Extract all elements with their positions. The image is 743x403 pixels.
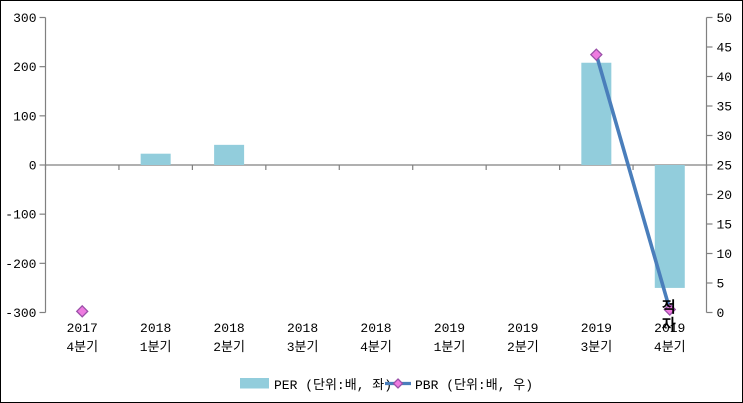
per-bar (140, 153, 171, 165)
right-axis-tick-label: 45 (717, 41, 733, 56)
category-label-year: 2017 (67, 321, 98, 336)
category-label-quarter: 2분기 (213, 340, 245, 355)
legend-pbr-label: PBR (단위:배, 우) (415, 378, 533, 393)
category-label-quarter: 2분기 (507, 340, 539, 355)
category-label-year: 2019 (434, 321, 465, 336)
category-label-year: 2018 (214, 321, 245, 336)
right-axis-tick-label: 30 (717, 129, 733, 144)
category-label-quarter: 4분기 (66, 340, 98, 355)
right-axis-tick-label: 35 (717, 100, 733, 115)
per-bar (214, 144, 245, 165)
pbr-marker (663, 303, 677, 316)
right-axis-tick-label: 0 (717, 306, 725, 321)
category-label-quarter: 4분기 (360, 340, 392, 355)
left-axis-tick-label: 300 (13, 11, 36, 26)
category-label-quarter: 4분기 (654, 340, 686, 355)
right-axis-tick-label: 20 (717, 188, 733, 203)
left-axis-tick-label: -300 (5, 306, 36, 321)
right-axis-tick-label: 15 (717, 218, 733, 233)
left-axis-tick-label: 0 (29, 159, 37, 174)
pbr-marker (589, 48, 603, 62)
pbr-marker (75, 304, 89, 318)
per-bar (654, 165, 685, 288)
category-label-year: 2018 (287, 321, 318, 336)
category-label-quarter: 3분기 (580, 340, 612, 355)
legend-pbr-swatch-marker (392, 378, 404, 389)
per-bar (581, 62, 612, 165)
category-label-quarter: 3분기 (287, 340, 319, 355)
left-axis-tick-label: -100 (5, 208, 36, 223)
category-label-year: 2018 (140, 321, 171, 336)
category-label-quarter: 1분기 (434, 340, 466, 355)
right-axis-tick-label: 10 (717, 247, 733, 262)
right-axis-tick-label: 5 (717, 277, 725, 292)
legend-per-swatch (240, 378, 269, 389)
right-axis-tick-label: 50 (717, 11, 733, 26)
left-axis-tick-label: 100 (13, 109, 36, 124)
category-label-year: 2019 (581, 321, 612, 336)
right-axis-tick-label: 40 (717, 70, 733, 85)
right-axis-tick-label: 25 (717, 159, 733, 174)
pbr-line-segment (594, 52, 672, 312)
category-label-year: 2019 (507, 321, 538, 336)
legend-per-label: PER (단위:배, 좌) (274, 378, 392, 393)
category-label-year: 2018 (360, 321, 391, 336)
left-axis-tick-label: -200 (5, 257, 36, 272)
left-axis-tick-label: 200 (13, 60, 36, 75)
category-label-quarter: 1분기 (140, 340, 172, 355)
category-label-year: 2019 (654, 321, 685, 336)
